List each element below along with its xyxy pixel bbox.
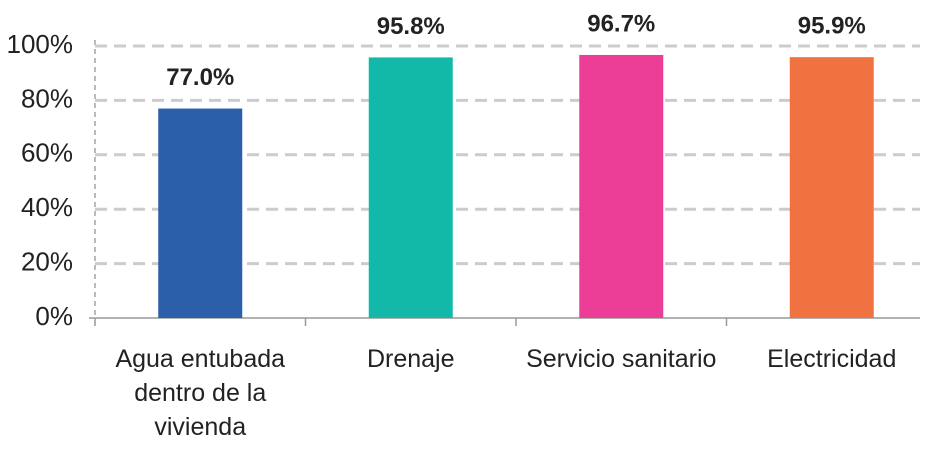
- bar: [789, 57, 874, 318]
- bar: [579, 54, 664, 318]
- y-tick-label: 0%: [35, 301, 73, 331]
- value-label: 95.8%: [377, 13, 445, 40]
- y-tick-label: 60%: [21, 138, 73, 168]
- x-tick-label: Electricidad: [767, 345, 897, 373]
- y-tick-label: 80%: [21, 83, 73, 113]
- x-tick-label: Agua entubada dentro de la vivienda: [115, 345, 286, 441]
- y-tick-label: 20%: [21, 246, 73, 276]
- x-tick-label: Drenaje: [366, 345, 455, 373]
- x-tick-label: Servicio sanitario: [526, 345, 717, 373]
- value-label: 96.7%: [587, 10, 655, 37]
- bar: [368, 57, 453, 318]
- value-label: 77.0%: [166, 64, 234, 91]
- y-tick-label: 40%: [21, 192, 73, 222]
- y-tick-label: 100%: [7, 29, 74, 59]
- bar: [158, 108, 243, 318]
- value-label: 95.9%: [798, 12, 866, 39]
